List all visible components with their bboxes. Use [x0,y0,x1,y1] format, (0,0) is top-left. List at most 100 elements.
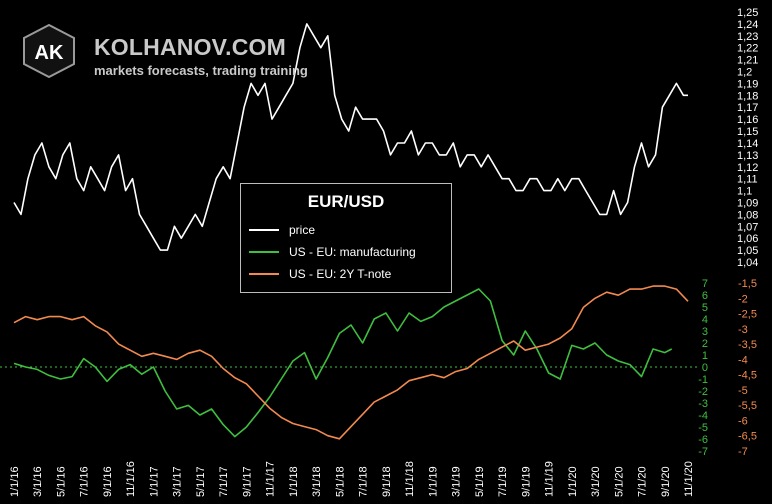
date-tick-label: 3/1/17 [172,466,184,497]
price-tick-label: 1,22 [737,43,758,55]
tnote-tick-label: -4 [738,354,748,366]
price-tick-label: 1,06 [737,233,758,245]
legend-title: EUR/USD [307,192,385,211]
date-tick-label: 7/1/16 [79,466,91,497]
date-tick-label: 9/1/18 [381,466,393,497]
manufacturing-tick-label: 4 [702,314,708,326]
legend-swatch-tnote [249,273,279,275]
date-tick-label: 11/1/18 [404,461,416,497]
legend-label: US - EU: 2Y T-note [289,267,392,281]
date-tick-label: 11/1/17 [265,461,277,497]
manufacturing-tick-label: 5 [702,302,708,314]
brand-name: KOLHANOV.COM [94,34,286,60]
date-tick-label: 9/1/16 [102,466,114,497]
tnote-tick-label: -5 [738,385,748,397]
price-tick-label: 1,07 [737,221,758,233]
price-tick-label: 1,17 [737,102,758,114]
date-tick-label: 3/1/18 [311,466,323,497]
price-tick-label: 1,14 [737,138,758,150]
date-tick-label: 11/1/19 [544,461,556,497]
tnote-tick-label: -7 [738,446,748,458]
tnote-tick-label: -3 [738,324,748,336]
manufacturing-tick-label: 0 [702,362,708,374]
price-tick-label: 1,05 [737,245,758,257]
date-tick-label: 5/1/20 [613,466,625,497]
date-tick-label: 7/1/17 [218,466,230,497]
price-line [13,23,688,251]
date-tick-label: 7/1/19 [497,466,509,497]
price-axis: 1,041,051,061,071,081,091,11,111,121,131… [737,7,758,269]
date-tick-label: 1/1/18 [288,466,300,497]
date-tick-label: 9/1/19 [520,466,532,497]
price-tick-label: 1,15 [737,126,758,138]
manufacturing-tick-label: -1 [698,374,708,386]
price-tick-label: 1,2 [737,67,752,79]
tnote-tick-label: -3,5 [738,339,757,351]
price-tick-label: 1,1 [737,186,752,198]
date-tick-label: 1/1/16 [9,466,21,497]
legend-label: US - EU: manufacturing [289,245,416,259]
legend-item-tnote: US - EU: 2Y T-note [249,266,391,282]
series-layer [13,23,689,440]
manufacturing-line [13,288,673,438]
price-tick-label: 1,11 [737,174,758,186]
price-tick-label: 1,18 [737,90,758,102]
price-tick-label: 1,24 [737,19,758,31]
legend-item-price: price [249,222,315,238]
logo-text: AK [35,42,64,64]
tnote-tick-label: -6 [738,415,748,427]
date-tick-label: 1/1/19 [427,466,439,497]
tnote-line [13,285,689,440]
date-tick-label: 1/1/20 [567,466,579,497]
date-tick-label: 11/1/20 [683,461,695,497]
price-tick-label: 1,21 [737,55,758,67]
manufacturing-tick-label: -7 [698,446,708,458]
price-tick-label: 1,13 [737,150,758,162]
manufacturing-tick-label: -5 [698,422,708,434]
date-tick-label: 3/1/20 [590,466,602,497]
price-tick-label: 1,16 [737,114,758,126]
logo: AK [22,23,76,79]
date-tick-label: 3/1/19 [451,466,463,497]
tnote-tick-label: -6,5 [738,431,757,443]
price-tick-label: 1,25 [737,7,758,19]
legend-swatch-price [249,229,279,231]
tnote-tick-label: -2 [738,293,748,305]
manufacturing-tick-label: 6 [702,290,708,302]
price-tick-label: 1,09 [737,197,758,209]
manufacturing-tick-label: 2 [702,338,708,350]
tnote-tick-label: -2,5 [738,309,757,321]
tnote-tick-label: -4,5 [738,370,757,382]
date-tick-label: 1/1/17 [148,466,160,497]
tnote-tick-label: -1,5 [738,278,757,290]
legend-swatch-manufacturing [249,251,279,253]
tnote-axis: -1,5 -2 -2,5 -3 -3,5 -4 -4,5 -5 -5,5 -6 -6,5 -7 [738,278,757,458]
date-tick-label: 5/1/16 [55,466,67,497]
legend: EUR/USD price US - EU: manufacturing US … [240,183,452,293]
date-tick-label: 5/1/19 [474,466,486,497]
date-axis: 1/1/16 3/1/16 5/1/16 7/1/16 9/1/16 11/1/16 1/1… [9,461,695,497]
date-tick-label: 9/1/20 [660,466,672,497]
date-tick-label: 9/1/17 [241,466,253,497]
manufacturing-tick-label: -2 [698,386,708,398]
price-tick-label: 1,19 [737,78,758,90]
manufacturing-tick-label: -3 [698,398,708,410]
date-tick-label: 5/1/17 [195,466,207,497]
price-tick-label: 1,04 [737,257,758,269]
tnote-tick-label: -5,5 [738,400,757,412]
manufacturing-tick-label: 1 [702,350,708,362]
legend-item-manufacturing: US - EU: manufacturing [249,244,416,260]
date-tick-label: 7/1/18 [358,466,370,497]
date-tick-label: 5/1/18 [334,466,346,497]
manufacturing-tick-label: -4 [698,410,708,422]
price-tick-label: 1,23 [737,31,758,43]
manufacturing-tick-label: -6 [698,434,708,446]
price-tick-label: 1,08 [737,209,758,221]
date-tick-label: 3/1/16 [32,466,44,497]
price-tick-label: 1,12 [737,162,758,174]
legend-label: price [289,223,316,237]
manufacturing-tick-label: 3 [702,326,708,338]
date-tick-label: 7/1/20 [637,466,649,497]
